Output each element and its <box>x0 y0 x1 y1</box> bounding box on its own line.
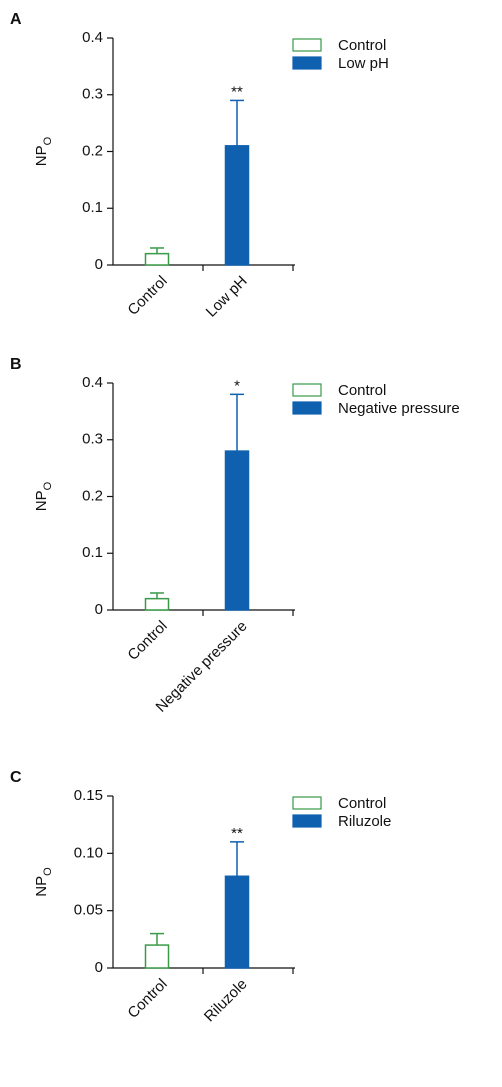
legend-label: Low pH <box>338 55 389 72</box>
bar <box>144 252 170 266</box>
legend-label: Control <box>338 382 386 399</box>
significance: ** <box>231 825 243 842</box>
x-tick-label: Control <box>124 976 170 1022</box>
legend-label: Control <box>338 795 386 812</box>
y-axis-label-sub: O <box>42 136 54 145</box>
legend-label: Control <box>338 37 386 54</box>
y-tick-label: 0.10 <box>74 844 103 861</box>
y-axis-label-main: NP <box>33 490 50 511</box>
legend-swatch <box>292 56 322 70</box>
y-axis-label-main: NP <box>33 876 50 897</box>
legend-swatch <box>292 383 322 397</box>
bar <box>224 875 250 969</box>
y-tick-label: 0.1 <box>82 544 103 561</box>
y-tick-label: 0.4 <box>82 29 103 46</box>
y-axis-label: NPO <box>33 136 54 166</box>
y-tick-label: 0 <box>95 601 103 618</box>
legend-swatch <box>292 38 322 52</box>
y-tick-label: 0 <box>95 959 103 976</box>
x-tick-label: Control <box>124 618 170 664</box>
panel-label: B <box>10 356 22 373</box>
x-tick-label: Riluzole <box>201 976 251 1026</box>
y-tick-label: 0.1 <box>82 199 103 216</box>
y-axis-label-sub: O <box>42 867 54 876</box>
y-axis-label: NPO <box>33 867 54 897</box>
legend-swatch <box>292 814 322 828</box>
panel-label: A <box>10 11 22 28</box>
legend-swatch <box>292 401 322 415</box>
x-tick-label: Control <box>124 273 170 319</box>
y-tick-label: 0.2 <box>82 142 103 159</box>
y-axis-label-main: NP <box>33 145 50 166</box>
bar <box>144 597 170 611</box>
y-tick-label: 0.2 <box>82 487 103 504</box>
panel-label: C <box>10 769 22 786</box>
y-tick-label: 0 <box>95 256 103 273</box>
y-tick-label: 0.4 <box>82 374 103 391</box>
x-tick-label: Low pH <box>203 273 251 321</box>
bar <box>224 450 250 611</box>
y-axis-label-sub: O <box>42 481 54 490</box>
y-axis-label: NPO <box>33 481 54 511</box>
bar <box>224 145 250 266</box>
y-tick-label: 0.3 <box>82 431 103 448</box>
y-tick-label: 0.15 <box>74 787 103 804</box>
legend-label: Riluzole <box>338 813 391 830</box>
y-tick-label: 0.3 <box>82 86 103 103</box>
y-tick-label: 0.05 <box>74 902 103 919</box>
legend-swatch <box>292 796 322 810</box>
bar <box>144 944 170 969</box>
legend-label: Negative pressure <box>338 400 460 417</box>
significance: * <box>234 377 240 394</box>
significance: ** <box>231 83 243 100</box>
